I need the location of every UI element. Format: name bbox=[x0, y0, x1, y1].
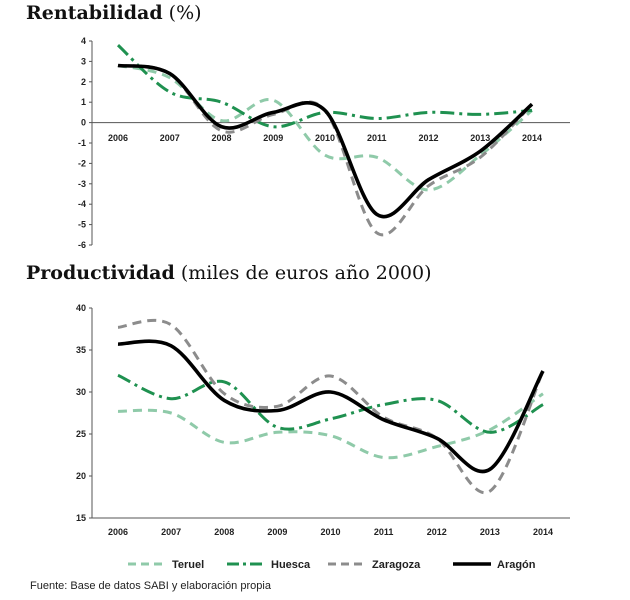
y-tick-label: 30 bbox=[76, 387, 86, 397]
x-tick-label: 2014 bbox=[533, 527, 553, 537]
x-tick-label: 2011 bbox=[374, 527, 394, 537]
y-tick-label: 25 bbox=[76, 429, 86, 439]
series-line-teruel bbox=[117, 392, 544, 460]
x-tick-label: 2012 bbox=[427, 527, 447, 537]
x-tick-label: 2011 bbox=[367, 133, 387, 143]
legend-label: Teruel bbox=[172, 559, 204, 571]
y-tick-label: -2 bbox=[78, 158, 86, 168]
y-tick-label: 20 bbox=[76, 471, 86, 481]
x-tick-label: 2007 bbox=[160, 133, 180, 143]
legend-label: Aragón bbox=[497, 559, 536, 571]
y-tick-label: -4 bbox=[78, 199, 86, 209]
chart-title-text: Rentabilidad bbox=[26, 2, 163, 24]
source-note: Fuente: Base de datos SABI y elaboración… bbox=[30, 580, 271, 592]
series-line-aragon bbox=[117, 63, 534, 219]
series-line-zaragoza bbox=[117, 318, 545, 495]
x-tick-label: 2006 bbox=[108, 133, 128, 143]
y-tick-label: 35 bbox=[76, 345, 86, 355]
x-tick-label: 2009 bbox=[267, 527, 287, 537]
x-tick-label: 2010 bbox=[315, 133, 335, 143]
x-tick-label: 2014 bbox=[522, 133, 542, 143]
y-tick-label: -6 bbox=[78, 240, 86, 250]
x-tick-label: 2008 bbox=[211, 133, 231, 143]
series-line-zaragoza bbox=[117, 63, 534, 237]
chart-title-unit: (miles de euros año 2000) bbox=[180, 262, 432, 284]
y-tick-label: 0 bbox=[81, 118, 86, 128]
y-tick-label: 1 bbox=[81, 97, 86, 107]
y-tick-label: -1 bbox=[78, 138, 86, 148]
y-tick-label: 15 bbox=[76, 513, 86, 523]
x-tick-label: 2006 bbox=[108, 527, 128, 537]
series-line-aragon bbox=[117, 339, 545, 474]
y-tick-label: -3 bbox=[78, 179, 86, 189]
x-tick-label: 2012 bbox=[418, 133, 438, 143]
y-tick-label: 3 bbox=[81, 56, 86, 66]
y-tick-label: -5 bbox=[78, 220, 86, 230]
y-tick-label: 4 bbox=[81, 36, 86, 46]
chart-title-text: Productividad bbox=[26, 262, 175, 284]
chart-title-unit: (%) bbox=[168, 2, 202, 24]
x-tick-label: 2013 bbox=[480, 527, 500, 537]
chart-title-productividad: Productividad (miles de euros año 2000) bbox=[26, 262, 432, 284]
x-tick-label: 2007 bbox=[161, 527, 181, 537]
legend-label: Huesca bbox=[271, 559, 311, 571]
x-tick-label: 2009 bbox=[263, 133, 283, 143]
x-tick-label: 2008 bbox=[214, 527, 234, 537]
y-tick-label: 40 bbox=[76, 303, 86, 313]
y-tick-label: 2 bbox=[81, 77, 86, 87]
series-line-huesca bbox=[117, 373, 544, 434]
legend-label: Zaragoza bbox=[372, 559, 421, 571]
x-tick-label: 2010 bbox=[320, 527, 340, 537]
x-tick-label: 2013 bbox=[470, 133, 490, 143]
chart-title-rentabilidad: Rentabilidad (%) bbox=[26, 2, 202, 24]
